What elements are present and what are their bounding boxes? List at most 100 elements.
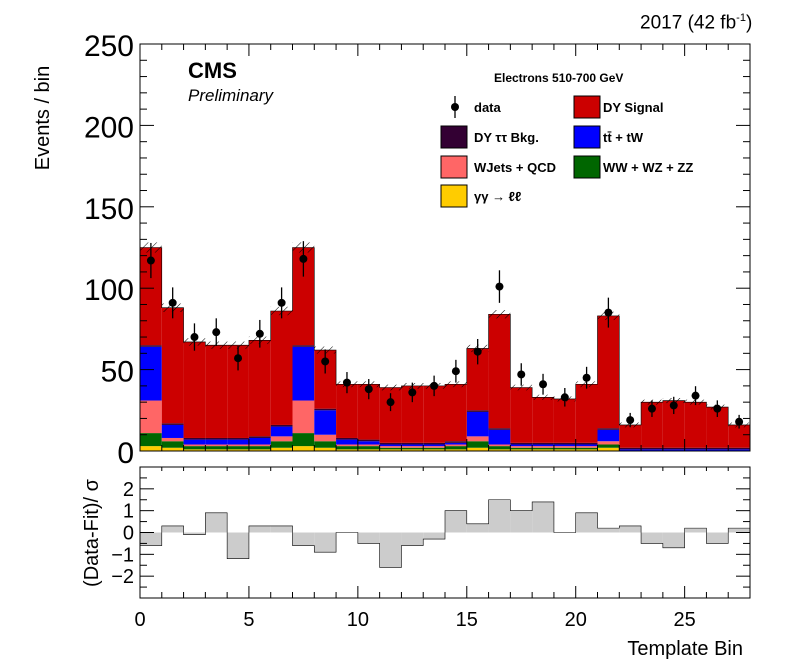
data-point [342,378,351,387]
pull-bar [379,532,402,568]
legend-label: WJets + QCD [474,160,556,175]
stack-bar [336,446,358,450]
y-tick-label: 200 [84,111,134,144]
pull-bar [662,532,685,548]
preliminary-label: Preliminary [188,86,275,105]
stack-bar [575,449,598,451]
stack-bar [575,446,598,448]
stack-bar [379,449,402,451]
stack-bar [161,441,184,448]
stack-bar [357,441,380,445]
stack-bar [641,449,663,451]
stack-bar [728,449,750,451]
stack-bar [684,449,707,451]
stack-bar [227,449,249,451]
stack-bar [445,446,467,450]
lumi-prefix: (42 fb [687,12,737,34]
data-point [626,416,635,425]
legend-swatch [573,155,601,179]
pull-y-tick-label: −1 [111,544,134,566]
stack-bar [532,446,554,448]
stack-bar [423,446,445,448]
stack-bar [292,346,315,401]
series-5 [140,247,750,448]
stack-bar [466,348,489,411]
stack-bar [401,442,424,445]
stack-bar [161,423,184,425]
region-label: Electrons 510-700 GeV [494,71,623,85]
stack-bar [248,436,271,438]
stack-bar [314,350,337,409]
stack-bar [597,428,620,430]
stack-bar [227,444,249,447]
data-point [277,298,286,307]
stack-bar [401,449,424,451]
stack-bar [227,345,249,438]
stack-bar [314,441,337,448]
data-point [473,347,482,356]
pull-y-tick-label: −2 [111,566,134,588]
pull-bar [684,528,707,533]
stack-bar [423,385,445,443]
stack-bar [445,441,467,443]
x-tick-label: 5 [243,609,254,631]
pull-bar [292,532,315,546]
stack-bar [510,387,533,443]
stack-bar [488,446,511,450]
stack-bar [336,384,358,438]
data-point [495,282,504,291]
stack-bar [248,446,271,450]
data-point [364,385,373,394]
stack-bar [161,307,184,424]
stack-bar [314,447,337,451]
stack-bar [161,424,184,438]
stack-bar [205,449,228,451]
stack-bar [183,439,206,445]
stack-bar [227,437,249,440]
legend-label: WW + WZ + ZZ [603,160,693,175]
x-tick-label: 15 [456,609,478,631]
stack-bar [553,447,576,450]
data-points [146,241,744,429]
stack-bar [575,444,598,447]
stack-bar [510,444,533,447]
stack-bar [423,449,445,451]
stack-bar [140,400,162,434]
stack-bar [466,441,489,448]
data-point [212,328,221,337]
stack-bar [205,444,228,447]
legend-marker [451,103,459,111]
pull-bar [488,499,511,533]
stack-bar [532,442,554,445]
pull-bar [423,532,445,540]
legend-label: γγ → ℓℓ [474,189,521,204]
stack-bar [401,444,424,447]
stack-bar [292,345,315,347]
stack-bar [161,437,184,442]
stack-bar [575,447,598,450]
pull-y-tick-label: 1 [123,501,134,523]
pull-bar [401,532,424,546]
legend-label: data [474,100,502,115]
stack-bar [641,447,663,450]
stack-bar [466,411,489,437]
y-tick-label: 100 [84,274,134,307]
pull-bar [140,532,162,546]
stack-bar [641,402,663,448]
stack-bar [488,449,511,451]
pull-bar [161,525,184,533]
y-tick-label: 0 [117,437,134,470]
stack-bar [728,447,750,450]
pull-bar [270,525,293,533]
stack-bar [445,449,467,451]
stack-bar [619,424,642,448]
series-1 [140,433,620,450]
legend-swatch [573,125,601,149]
stack-bar [532,449,554,451]
legend-swatch [440,155,468,179]
data-point [321,357,330,366]
pull-outline [139,499,751,568]
data-point [146,256,155,265]
stack-bar [488,444,511,447]
x-tick-label: 10 [347,609,369,631]
